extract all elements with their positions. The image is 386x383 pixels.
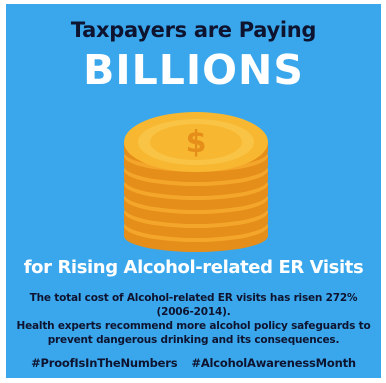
subheadline: for Rising Alcohol-related ER Visits — [23, 257, 364, 278]
infographic-card: Taxpayers are Paying BILLIONS — [6, 4, 381, 378]
headline: Taxpayers are Paying — [70, 18, 317, 42]
body-text: The total cost of Alcohol-related ER vis… — [12, 291, 375, 347]
body-line: prevent dangerous drinking and its conse… — [47, 334, 340, 346]
dollar-sign-icon: $ — [186, 125, 207, 160]
coin-stack-icon: $ — [124, 112, 268, 252]
coin-layers — [124, 112, 268, 252]
body-line: The total cost of Alcohol-related ER vis… — [29, 292, 358, 318]
hashtag: #ProofIsInTheNumbers — [31, 356, 178, 370]
emphasis-word: BILLIONS — [83, 46, 304, 94]
coin-top — [124, 112, 268, 172]
body-line: Health experts recommend more alcohol po… — [16, 320, 371, 332]
hashtag-row: #ProofIsInTheNumbers #AlcoholAwarenessMo… — [6, 356, 381, 370]
hashtag: #AlcoholAwarenessMonth — [191, 356, 356, 370]
